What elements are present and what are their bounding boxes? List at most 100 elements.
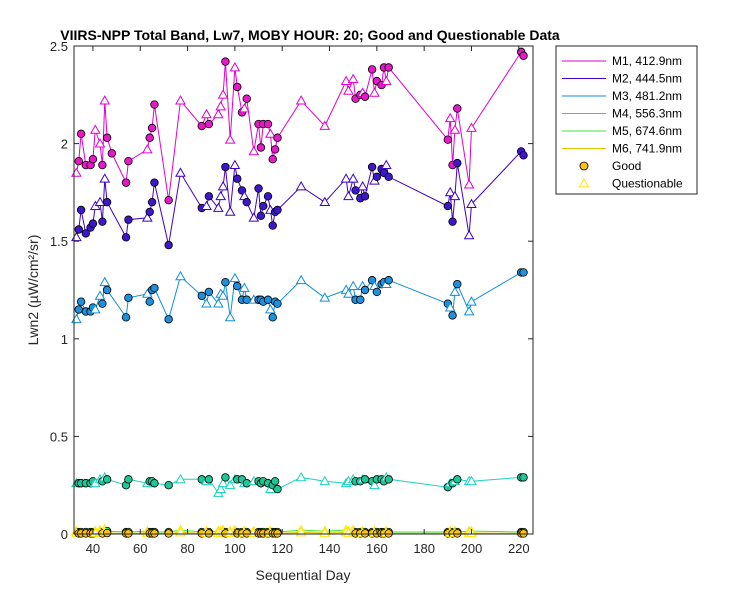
data-point-good [76, 205, 86, 215]
x-tick-label: 100 [224, 541, 246, 556]
data-point-questionable [380, 75, 392, 86]
plot-area [74, 46, 533, 534]
legend: M1, 412.9nm M2, 444.5nm M3, 481.2nm M4, 556… [555, 45, 698, 195]
data-point-questionable [295, 181, 307, 191]
data-point-good [74, 305, 83, 314]
data-point-good [273, 299, 282, 308]
data-point-good [150, 100, 159, 109]
data-point-questionable [463, 179, 475, 189]
data-point-good [197, 291, 206, 301]
data-point-good [273, 205, 282, 215]
data-point-questionable [94, 290, 106, 300]
data-point-good [263, 192, 273, 201]
data-point-questionable [141, 143, 153, 154]
data-point-questionable [466, 198, 477, 208]
y-tick-label: 1 [61, 332, 68, 347]
data-point-questionable [449, 286, 461, 296]
data-point-good [204, 475, 214, 484]
data-point-questionable [343, 190, 354, 201]
data-point-good [164, 315, 173, 324]
data-point-good [384, 63, 393, 72]
data-point-good [124, 529, 133, 538]
legend-good-marker [579, 161, 589, 171]
data-point-good [519, 151, 528, 160]
data-point-questionable [319, 120, 331, 130]
legend-entry-label: M2, 444.5nm [612, 72, 682, 86]
y-tick-label: 0 [61, 527, 68, 542]
data-point-good [164, 196, 173, 205]
data-point-good [273, 529, 282, 538]
y-tick-label: 2.5 [50, 39, 68, 54]
data-point-good [443, 201, 453, 211]
data-point-questionable [212, 298, 224, 308]
legend-questionable-label: Questionable [612, 177, 683, 191]
y-axis-label: Lwn2 (µW/cm²/sr) [25, 235, 41, 346]
data-point-questionable [444, 186, 456, 197]
y-tick-label: 1.5 [50, 234, 68, 249]
data-point-questionable [201, 108, 212, 119]
data-point-questionable [224, 134, 236, 144]
series-2 [71, 147, 528, 250]
data-point-questionable [357, 181, 369, 191]
data-point-good [124, 156, 133, 166]
data-point-good [256, 211, 266, 221]
data-point-good [270, 477, 280, 486]
data-point-good [256, 143, 266, 152]
y-axis: 0 0.5 1 1.5 2 2.5 [50, 39, 533, 542]
data-point-questionable [201, 200, 212, 210]
data-point-good [98, 217, 107, 226]
data-point-good [81, 229, 91, 238]
data-point-questionable [265, 128, 276, 138]
data-point-good [519, 529, 528, 538]
data-point-good [242, 94, 251, 103]
data-point-good [98, 160, 107, 170]
y-tick-label: 2 [61, 137, 68, 152]
data-point-questionable [466, 122, 477, 132]
data-point-questionable [449, 124, 461, 134]
data-point-good [453, 529, 462, 538]
data-point-good [197, 121, 206, 131]
data-point-questionable [295, 274, 307, 285]
data-point-good [150, 479, 159, 488]
axes-frame [73, 45, 534, 535]
data-point-good [270, 145, 280, 154]
data-point-good [351, 186, 360, 195]
data-point-good [268, 221, 277, 230]
data-point-questionable [248, 212, 260, 222]
data-point-good [76, 297, 86, 306]
data-point-good [102, 133, 112, 142]
data-point-good [268, 155, 277, 164]
data-point-good [519, 268, 528, 277]
data-point-good [124, 215, 133, 224]
data-point-good [102, 528, 112, 538]
data-point-good [360, 475, 370, 484]
data-point-questionable [347, 280, 359, 290]
legend-questionable-marker [578, 177, 590, 188]
data-point-questionable [175, 473, 186, 484]
legend-box [555, 45, 698, 195]
data-point-good [233, 174, 242, 183]
x-axis-label: Sequential Day [256, 567, 351, 583]
data-point-questionable [295, 471, 307, 482]
data-point-good [448, 217, 457, 226]
data-point-questionable [444, 302, 456, 312]
data-point-good [367, 65, 377, 74]
legend-good-label: Good [612, 159, 641, 173]
x-axis: 40 60 80 100 120 140 160 180 200 220 [86, 46, 530, 556]
data-point-good [360, 92, 370, 101]
data-point-good [453, 104, 462, 113]
data-point-questionable [99, 173, 111, 183]
legend-entry-label: M6, 741.9nm [612, 142, 682, 156]
data-point-good [263, 295, 273, 304]
data-point-good [164, 240, 173, 250]
data-point-questionable [444, 112, 456, 123]
data-point-good [384, 475, 393, 484]
data-point-good [88, 155, 98, 164]
data-point-good [259, 201, 268, 211]
data-point-good [147, 123, 157, 133]
data-point-good [150, 529, 159, 538]
data-point-questionable [175, 95, 186, 105]
series-4 [71, 471, 528, 497]
data-point-good [102, 475, 112, 484]
data-point-good [88, 219, 98, 228]
